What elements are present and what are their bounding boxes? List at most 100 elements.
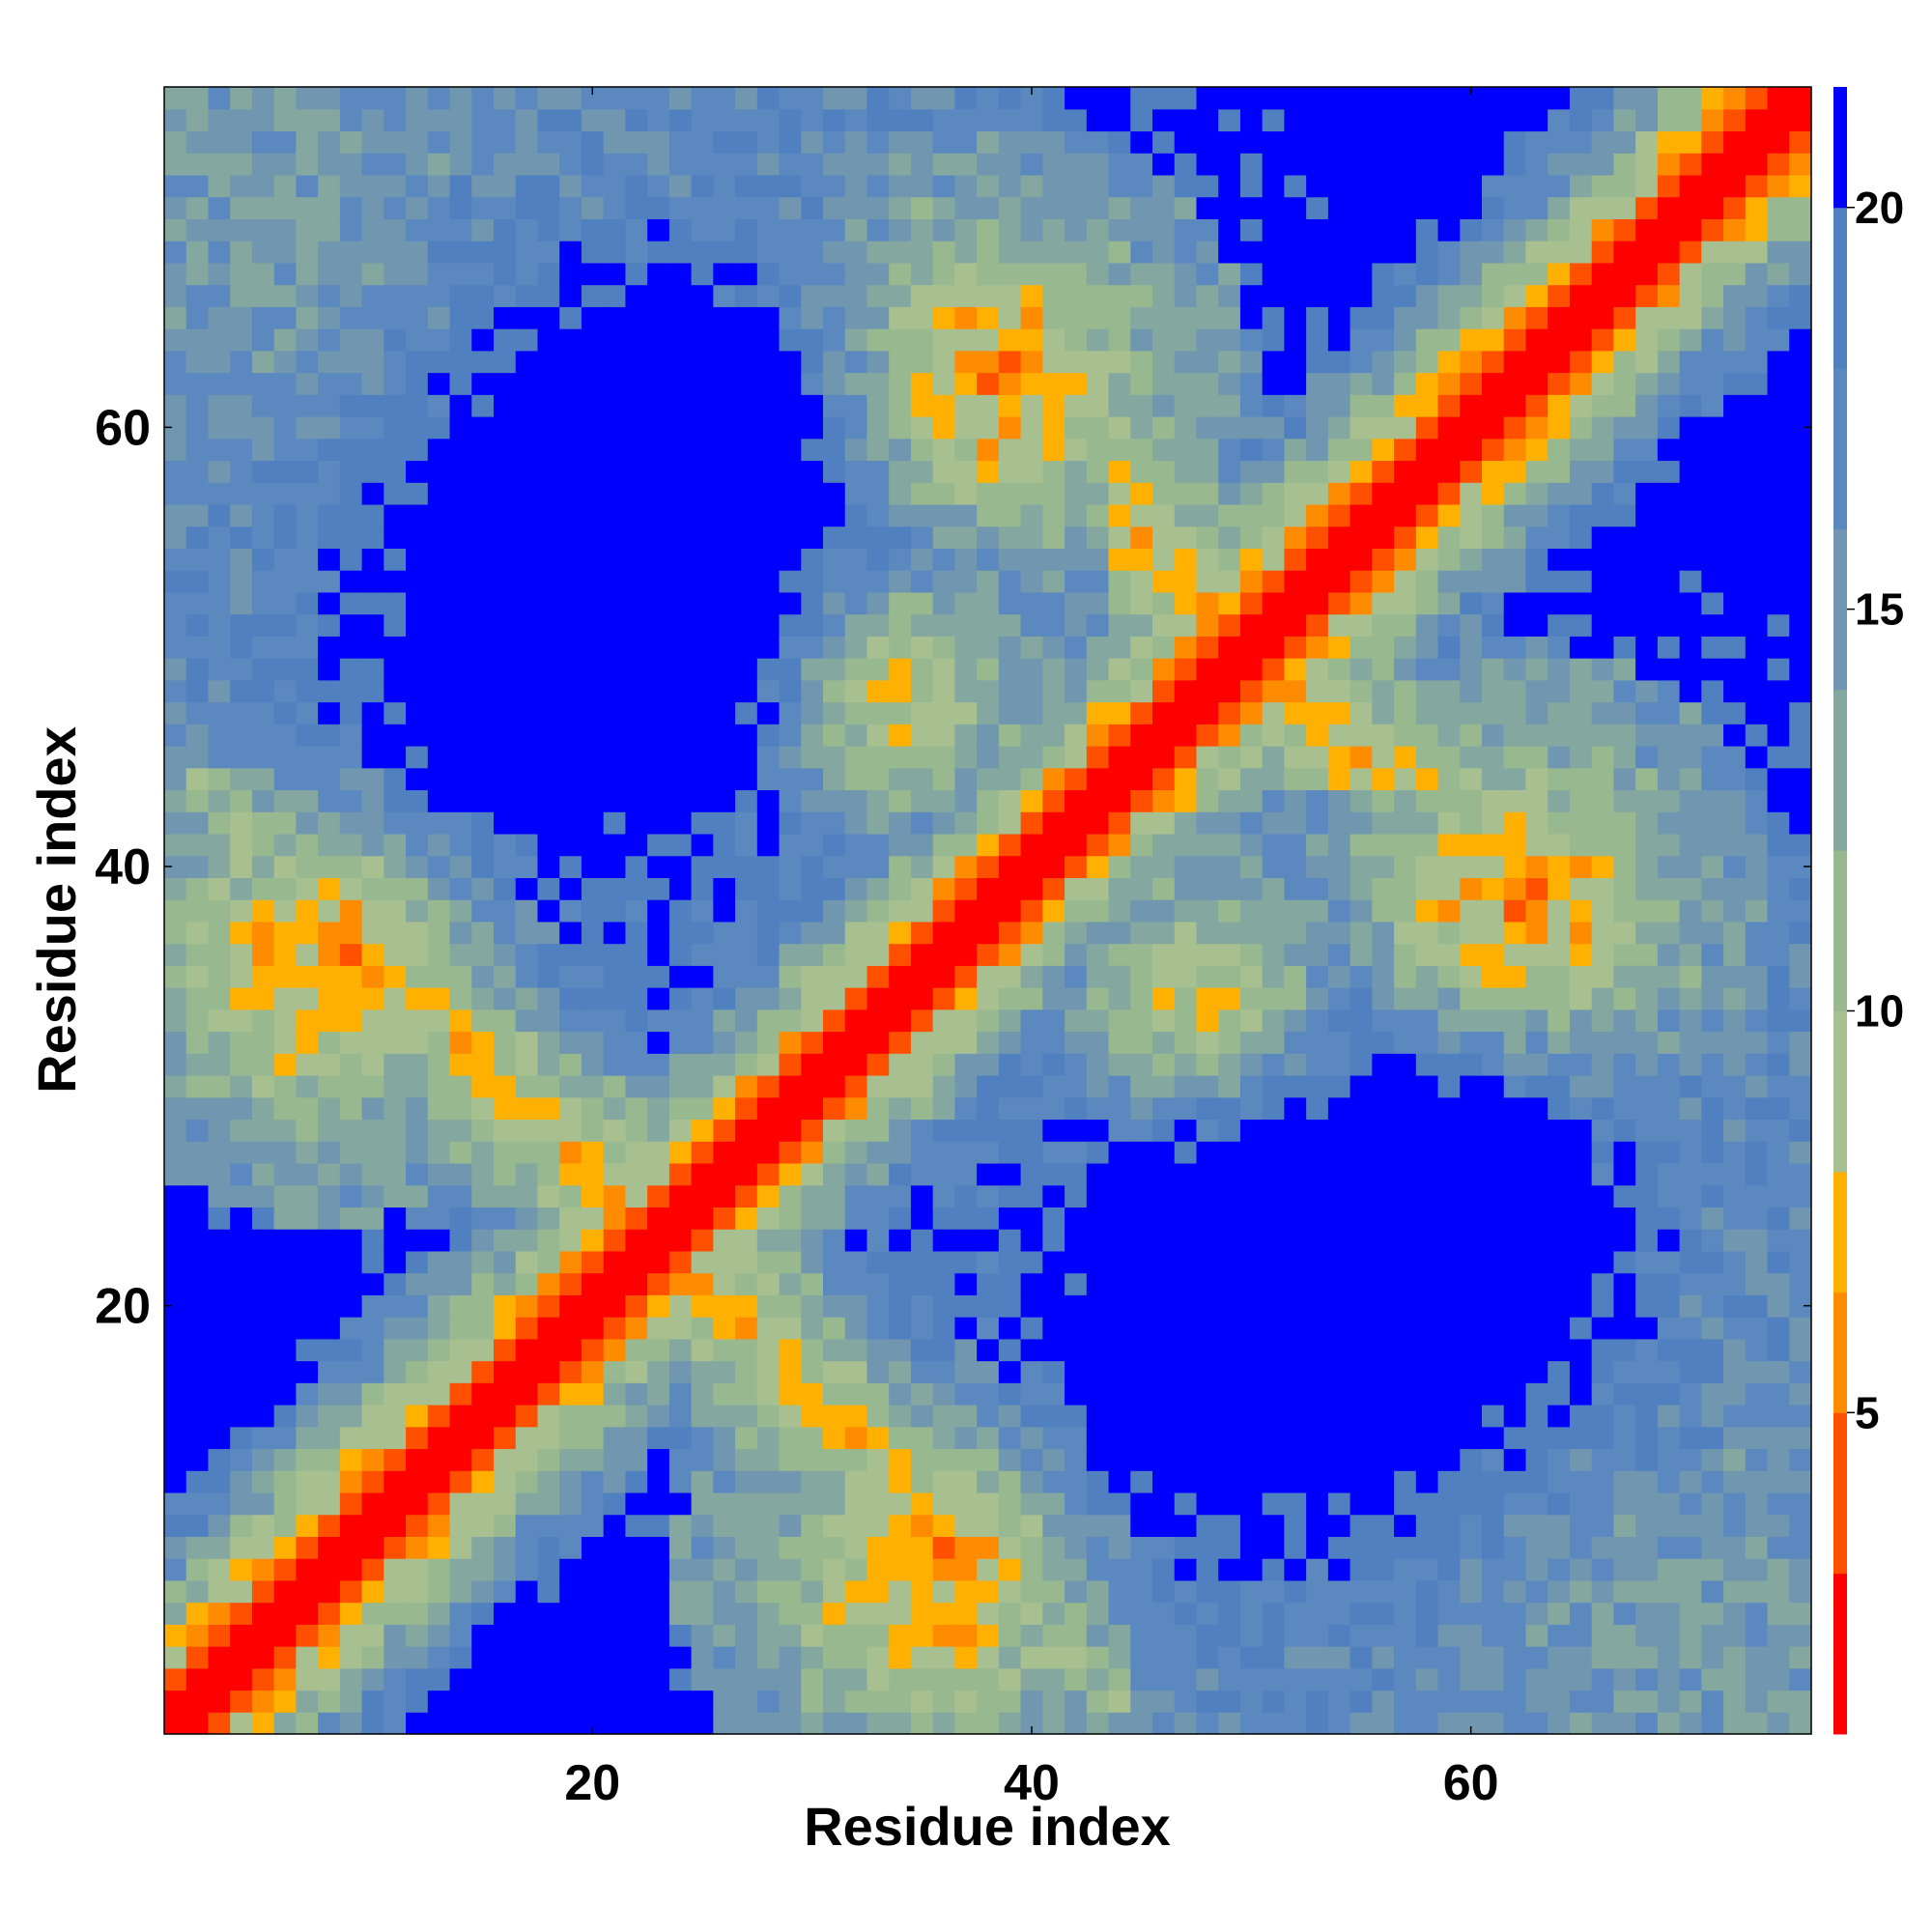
heatmap-cell [1569,877,1593,900]
heatmap-cell [185,1229,210,1252]
heatmap-cell [713,1009,736,1033]
heatmap-cell [273,1184,297,1208]
heatmap-cell [756,218,781,242]
heatmap-cell [1525,943,1548,966]
heatmap-cell [449,877,472,900]
heatmap-cell [910,482,934,505]
heatmap-cell [1503,130,1527,154]
heatmap-cell [406,460,429,483]
heatmap-cell [471,1690,495,1713]
heatmap-cell [1372,1426,1395,1450]
heatmap-cell [230,1184,253,1208]
heatmap-cell [1065,724,1088,747]
heatmap-cell [844,767,868,791]
heatmap-cell [1086,1250,1110,1274]
heatmap-cell [1196,1426,1219,1450]
heatmap-cell [1372,1250,1395,1274]
heatmap-cell [164,87,187,110]
heatmap-cell [713,1250,736,1274]
heatmap-cell [296,1558,319,1581]
heatmap-cell [1525,877,1548,900]
heatmap-cell [735,306,758,329]
heatmap-cell [735,1624,758,1647]
heatmap-cell [1482,196,1505,219]
heatmap-cell [494,306,517,329]
heatmap-cell [1086,1184,1110,1208]
heatmap-cell [1284,724,1307,747]
heatmap-cell [1262,1558,1285,1581]
heatmap-cell [427,1690,451,1713]
heatmap-cell [361,811,384,835]
heatmap-cell [1548,833,1571,857]
heatmap-cell [889,1558,912,1581]
heatmap-cell [185,1426,210,1450]
heatmap-cell [1482,108,1505,132]
heatmap-cell [273,394,297,417]
heatmap-cell [1262,899,1285,923]
heatmap-cell [471,1667,495,1691]
heatmap-cell [449,613,472,637]
heatmap-cell [1372,965,1395,988]
heatmap-cell [1482,701,1505,724]
heatmap-cell [1503,460,1527,483]
heatmap-cell [1152,372,1176,395]
heatmap-cell [977,1426,1000,1450]
heatmap-cell [910,1470,934,1493]
heatmap-cell [251,1712,275,1735]
heatmap-cell [910,658,934,681]
heatmap-cell [1569,1031,1593,1054]
heatmap-cell [603,130,626,154]
heatmap-cell [713,174,736,198]
heatmap-cell [844,262,868,286]
heatmap-cell [1372,350,1395,374]
heatmap-cell [1591,196,1614,219]
heatmap-cell [625,1470,648,1493]
heatmap-cell [494,416,517,440]
heatmap-cell [1525,87,1548,110]
heatmap-cell [581,1558,605,1581]
heatmap-cell [1460,306,1483,329]
heatmap-cell [691,1536,714,1559]
heatmap-cell [1569,1184,1593,1208]
heatmap-cell [471,372,495,395]
heatmap-cell [1218,658,1241,681]
heatmap-cell [581,877,605,900]
heatmap-cell [185,1492,210,1516]
heatmap-cell [1065,174,1088,198]
heatmap-cell [1218,1514,1241,1537]
heatmap-cell [625,636,648,659]
heatmap-cell [1174,570,1198,593]
heatmap-cell [998,811,1022,835]
heatmap-cell [1350,438,1373,462]
heatmap-cell [1306,87,1329,110]
heatmap-cell [559,1602,582,1625]
heatmap-cell [427,877,451,900]
heatmap-cell [1196,1009,1219,1033]
heatmap-cell [801,1602,824,1625]
heatmap-cell [954,416,978,440]
heatmap-cell [889,1317,912,1340]
heatmap-cell [449,1162,472,1186]
heatmap-cell [998,1207,1022,1230]
heatmap-cell [559,1667,582,1691]
heatmap-cell [296,108,319,132]
heatmap-cell [998,416,1022,440]
heatmap-cell [1460,130,1483,154]
heatmap-cell [537,438,560,462]
heatmap-cell [1042,746,1065,769]
heatmap-cell [603,416,626,440]
heatmap-cell [1284,262,1307,286]
heatmap-cell [998,1338,1022,1362]
heatmap-cell [515,1338,539,1362]
heatmap-cell [164,965,187,988]
heatmap-cell [625,1250,648,1274]
heatmap-cell [273,1096,297,1121]
heatmap-cell [384,526,407,549]
heatmap-cell [1525,591,1548,615]
heatmap-cell [1460,1119,1483,1142]
heatmap-cell [756,174,781,198]
heatmap-cell [318,591,341,615]
heatmap-cell [1020,899,1043,923]
heatmap-cell [384,658,407,681]
heatmap-cell [735,460,758,483]
